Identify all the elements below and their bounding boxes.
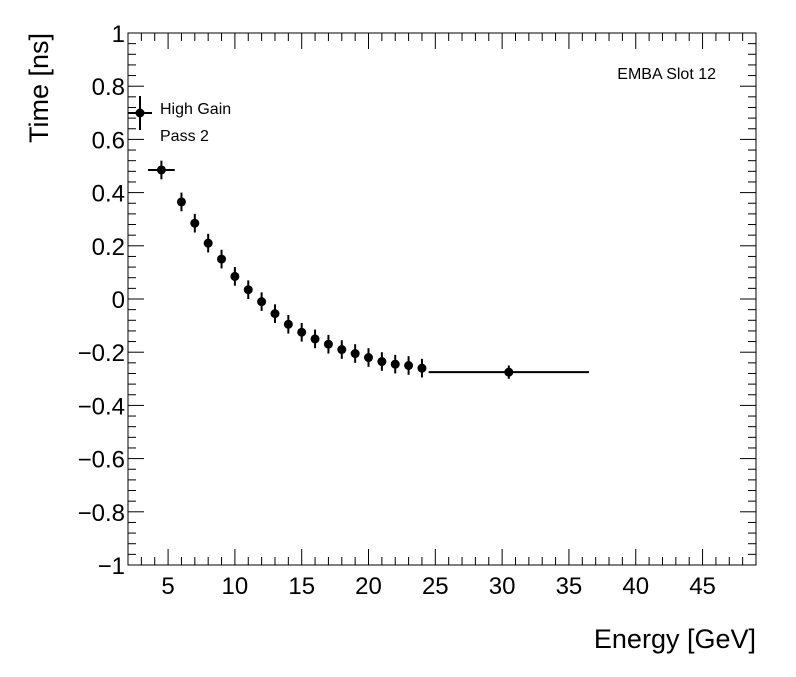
y-axis-tick-labels: 1 0.8 0.6 0.4 0.2 0 −0.2 −0.4 −0.6 −0.8 −1: [78, 21, 125, 580]
y-tick-label: 0.8: [92, 74, 125, 101]
data-point: [390, 354, 400, 374]
x-tick-label: 15: [288, 573, 315, 600]
data-point: [217, 249, 227, 269]
data-marker: [310, 334, 320, 344]
x-tick-label: 20: [355, 573, 382, 600]
y-tick-label: 1: [112, 21, 125, 48]
data-point: [428, 365, 589, 379]
y-axis-ticks: [128, 32, 756, 566]
data-point: [323, 334, 333, 354]
data-marker: [230, 271, 240, 281]
data-point: [310, 329, 320, 349]
data-point: [176, 192, 186, 212]
data-point: [257, 292, 267, 311]
y-tick-label: −0.2: [78, 340, 125, 367]
data-point: [297, 322, 307, 342]
data-point: [243, 280, 253, 299]
data-marker: [176, 197, 186, 207]
data-series: [148, 160, 589, 379]
x-tick-label: 45: [689, 573, 716, 600]
y-tick-label: 0: [112, 287, 125, 314]
legend-entry-pass-2: Pass 2: [160, 128, 209, 145]
y-tick-label: −1: [98, 553, 125, 580]
y-tick-label: −0.4: [78, 393, 125, 420]
data-marker: [337, 345, 347, 355]
data-point: [230, 267, 240, 286]
data-point: [337, 340, 347, 359]
legend-marker: [128, 96, 152, 130]
data-point: [404, 356, 414, 375]
data-marker: [350, 349, 360, 359]
data-marker: [270, 309, 280, 319]
x-axis-title: Energy [GeV]: [594, 624, 756, 654]
y-tick-label: −0.6: [78, 447, 125, 474]
data-marker: [377, 357, 387, 367]
data-marker: [417, 363, 427, 373]
data-point: [364, 348, 374, 367]
annotation-emba-slot: EMBA Slot 12: [617, 66, 716, 83]
x-tick-label: 40: [622, 573, 649, 600]
x-tick-label: 30: [489, 573, 516, 600]
data-point: [283, 314, 293, 334]
data-marker: [323, 339, 333, 349]
x-axis-tick-labels: 5 10 15 20 25 30 35 40 45: [161, 573, 715, 600]
y-tick-label: 0.2: [92, 234, 125, 261]
data-marker: [243, 285, 253, 295]
data-marker: [297, 327, 307, 337]
data-marker: [364, 353, 374, 363]
data-marker: [257, 297, 267, 307]
data-point: [350, 344, 360, 363]
legend: High Gain Pass 2: [128, 96, 231, 145]
x-tick-label: 5: [161, 573, 174, 600]
data-point: [270, 304, 280, 323]
data-marker: [156, 165, 166, 175]
legend-entry-high-gain: High Gain: [160, 101, 231, 118]
data-marker: [390, 359, 400, 369]
x-axis-ticks: [127, 33, 757, 565]
data-point: [148, 160, 175, 180]
data-marker: [404, 361, 414, 370]
x-tick-label: 10: [222, 573, 249, 600]
data-point: [190, 213, 200, 233]
data-point: [377, 352, 387, 371]
data-marker: [504, 367, 514, 377]
legend-marker-dot: [135, 108, 145, 118]
y-tick-label: 0.4: [92, 181, 125, 208]
data-point: [417, 358, 427, 378]
data-marker: [283, 319, 293, 329]
data-point: [203, 233, 213, 253]
data-marker: [190, 218, 200, 228]
data-marker: [203, 238, 213, 248]
y-tick-label: 0.6: [92, 127, 125, 154]
x-tick-label: 25: [422, 573, 449, 600]
data-marker: [217, 254, 227, 264]
y-tick-label: −0.8: [78, 500, 125, 527]
x-tick-label: 35: [556, 573, 583, 600]
y-axis-title: Time [ns]: [24, 33, 54, 143]
